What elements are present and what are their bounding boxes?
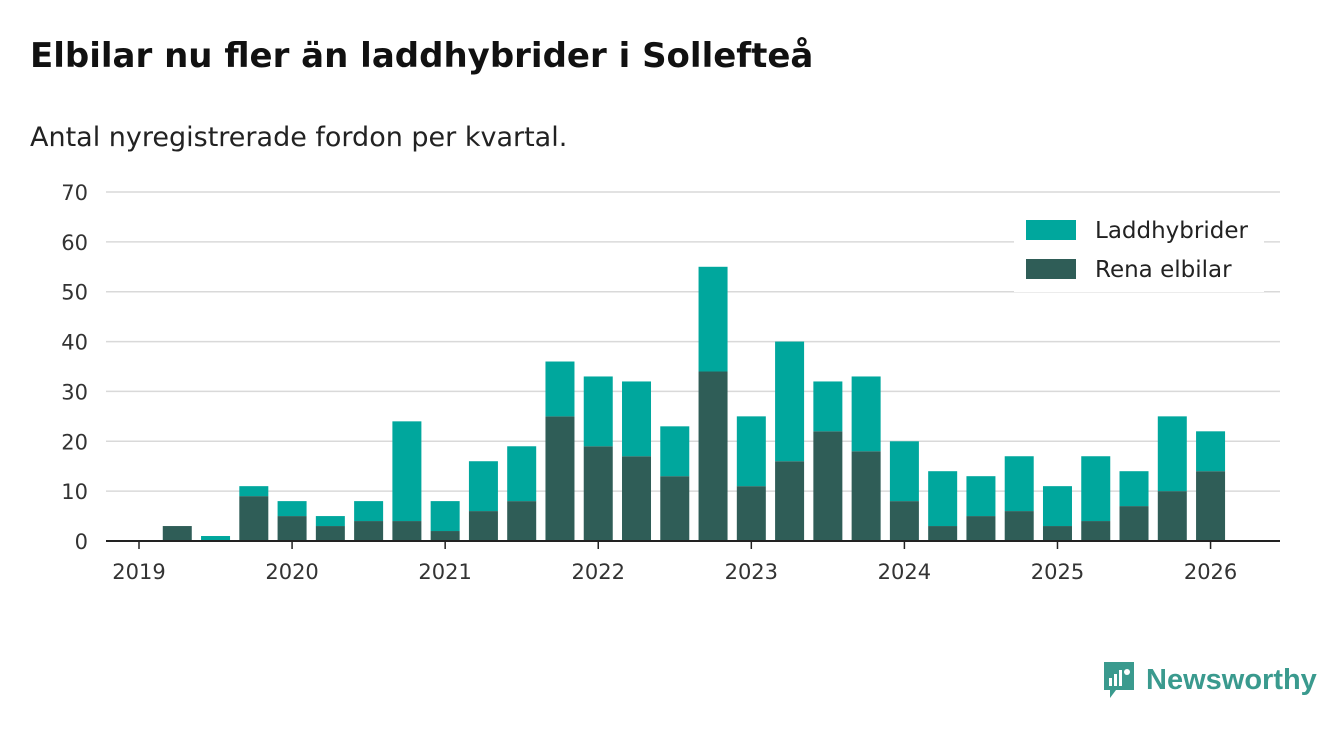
legend: Laddhybrider Rena elbilar (1014, 210, 1264, 292)
bar-laddhybrider (315, 516, 345, 527)
x-tick-label: 2020 (265, 560, 318, 584)
bar-rena-elbilar (430, 531, 460, 541)
y-tick-label: 50 (61, 281, 88, 305)
bar-rena-elbilar (1004, 511, 1034, 541)
bar-rena-elbilar (660, 476, 690, 541)
bar-laddhybrider (201, 536, 231, 541)
newsworthy-brand: Newsworthy (1102, 660, 1317, 700)
bar-rena-elbilar (928, 526, 958, 541)
bar-laddhybrider (239, 486, 269, 497)
bar-rena-elbilar (1119, 506, 1149, 541)
bar-laddhybrider (889, 441, 919, 502)
y-tick-label: 40 (61, 331, 88, 355)
y-tick-label: 30 (61, 380, 88, 404)
bar-laddhybrider (813, 381, 843, 432)
bar-laddhybrider (622, 381, 652, 457)
bar-rena-elbilar (1196, 471, 1226, 541)
axes: 0 10 20 30 40 50 60 70 2019 2020 2021 2022 2023 2024 2… (61, 181, 1280, 584)
bar-laddhybrider (1157, 416, 1187, 492)
bar-laddhybrider (736, 416, 766, 487)
bar-laddhybrider (354, 501, 384, 522)
x-tick-label: 2023 (725, 560, 778, 584)
y-tick-label: 0 (75, 530, 88, 554)
bar-rena-elbilar (813, 431, 843, 541)
bar-laddhybrider (928, 471, 958, 527)
bar-laddhybrider (698, 266, 728, 372)
bar-rena-elbilar (1042, 526, 1072, 541)
bar-laddhybrider (545, 361, 575, 417)
brand-name: Newsworthy (1146, 663, 1317, 696)
y-tick-label: 20 (61, 430, 88, 454)
legend-swatch-elbilar (1026, 259, 1076, 279)
bar-rena-elbilar (775, 461, 805, 541)
bar-rena-elbilar (889, 501, 919, 541)
x-tick-label: 2022 (572, 560, 625, 584)
bar-laddhybrider (1119, 471, 1149, 507)
bar-laddhybrider (775, 341, 805, 462)
bar-rena-elbilar (507, 501, 537, 541)
bar-rena-elbilar (966, 516, 996, 541)
newsworthy-logo-icon (1104, 662, 1134, 698)
bar-laddhybrider (1042, 486, 1072, 527)
chart-title: Elbilar nu fler än laddhybrider i Sollef… (30, 36, 814, 76)
y-tick-label: 70 (61, 181, 88, 205)
bar-rena-elbilar (736, 486, 766, 541)
chart-subtitle: Antal nyregistrerade fordon per kvartal. (30, 122, 568, 153)
bar-laddhybrider (1081, 456, 1111, 522)
x-tick-label: 2026 (1184, 560, 1237, 584)
bar-rena-elbilar (315, 526, 345, 541)
bar-rena-elbilar (468, 511, 498, 541)
bar-laddhybrider (660, 426, 690, 477)
bar-laddhybrider (430, 501, 460, 532)
x-tick-label: 2019 (112, 560, 165, 584)
y-tick-label: 10 (61, 480, 88, 504)
bar-laddhybrider (468, 461, 498, 512)
bar-rena-elbilar (698, 371, 728, 541)
legend-label-elbilar: Rena elbilar (1095, 257, 1232, 283)
legend-swatch-laddhybrider (1026, 220, 1076, 240)
bars (162, 266, 1226, 541)
bar-rena-elbilar (583, 446, 613, 541)
bar-rena-elbilar (851, 451, 881, 541)
legend-label-laddhybrider: Laddhybrider (1095, 218, 1248, 244)
bar-rena-elbilar (392, 521, 422, 541)
bar-laddhybrider (1004, 456, 1034, 512)
bar-rena-elbilar (162, 526, 192, 541)
bar-laddhybrider (277, 501, 307, 517)
bar-rena-elbilar (545, 416, 575, 541)
y-tick-label: 60 (61, 231, 88, 255)
bar-laddhybrider (1196, 431, 1226, 472)
bar-laddhybrider (392, 421, 422, 522)
bar-rena-elbilar (277, 516, 307, 541)
bar-rena-elbilar (1081, 521, 1111, 541)
bar-laddhybrider (507, 446, 537, 502)
bar-rena-elbilar (354, 521, 384, 541)
bar-rena-elbilar (622, 456, 652, 541)
bar-laddhybrider (966, 476, 996, 517)
x-tick-label: 2021 (418, 560, 471, 584)
x-tick-label: 2024 (878, 560, 931, 584)
x-tick-label: 2025 (1031, 560, 1084, 584)
bar-rena-elbilar (1157, 491, 1187, 541)
bar-laddhybrider (851, 376, 881, 452)
bar-rena-elbilar (239, 496, 269, 541)
bar-laddhybrider (583, 376, 613, 447)
